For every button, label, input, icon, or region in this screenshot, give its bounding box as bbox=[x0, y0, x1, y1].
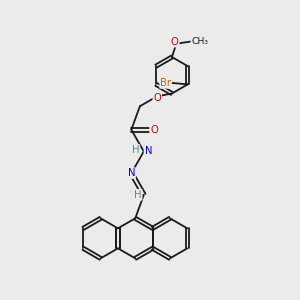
Text: H: H bbox=[134, 190, 142, 200]
Text: O: O bbox=[150, 125, 158, 135]
Text: Br: Br bbox=[160, 78, 171, 88]
Text: H: H bbox=[132, 145, 139, 155]
Text: N: N bbox=[128, 168, 135, 178]
Text: O: O bbox=[171, 37, 179, 47]
Text: O: O bbox=[153, 93, 161, 103]
Text: N: N bbox=[145, 146, 152, 156]
Text: CH₃: CH₃ bbox=[191, 37, 208, 46]
